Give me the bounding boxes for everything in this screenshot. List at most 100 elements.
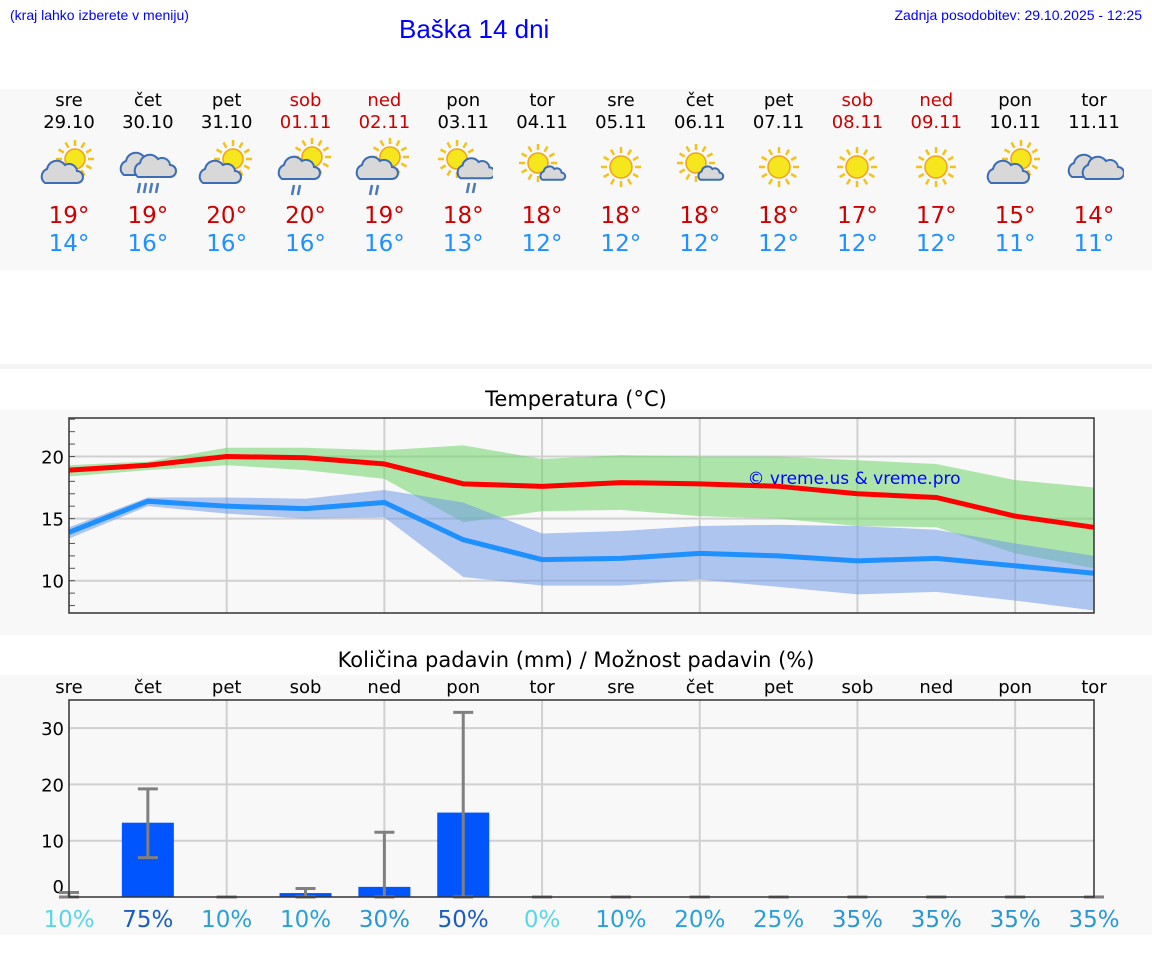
day-column: ned 02.11 19° 16° bbox=[344, 89, 424, 257]
max-temperature-line bbox=[68, 454, 1095, 530]
weather-partly-cloudy-light-rain-icon bbox=[277, 138, 331, 196]
weather-sun-icon bbox=[600, 147, 641, 187]
day-name: pon bbox=[446, 90, 481, 111]
day-column: čet 06.11 18° 12° bbox=[660, 89, 740, 257]
max-temperature: 14° bbox=[1073, 203, 1115, 229]
divider bbox=[0, 364, 1152, 369]
day-name: ned bbox=[919, 90, 954, 111]
x-category-label: tor bbox=[1081, 677, 1107, 698]
precipitation-probability: 25% bbox=[753, 907, 804, 933]
temperature-chart-panel: 10 15 20 © vreme.us & vreme.pro bbox=[0, 410, 1152, 635]
cloud-icon bbox=[356, 155, 400, 180]
sun-icon bbox=[916, 147, 957, 187]
min-temperature: 16° bbox=[363, 231, 405, 257]
cloud-icon bbox=[133, 153, 177, 178]
min-temperature: 12° bbox=[758, 231, 799, 257]
day-column: tor 04.11 18° 12° bbox=[502, 89, 582, 257]
min-temperature: 12° bbox=[915, 231, 957, 257]
min-temperature: 11° bbox=[994, 231, 1036, 257]
max-temperature: 18° bbox=[600, 203, 642, 229]
max-temperature: 17° bbox=[915, 203, 957, 229]
cloud-icon bbox=[1081, 155, 1125, 180]
day-date: 01.11 bbox=[279, 112, 332, 133]
min-temperature: 12° bbox=[837, 231, 878, 257]
precipitation-probability: 75% bbox=[122, 907, 173, 933]
temperature-chart-title: Temperatura (°C) bbox=[485, 387, 667, 411]
rain-icon bbox=[136, 182, 160, 194]
sun-icon bbox=[600, 147, 641, 187]
day-name: pon bbox=[998, 90, 1033, 111]
cloud-icon bbox=[40, 159, 84, 184]
max-temperature: 18° bbox=[758, 203, 799, 229]
min-temperature: 12° bbox=[521, 231, 563, 257]
rain-icon bbox=[369, 184, 380, 196]
day-name: sob bbox=[841, 90, 874, 111]
max-temperature: 20° bbox=[206, 203, 248, 229]
precipitation-probability: 10% bbox=[595, 907, 646, 933]
precipitation-probability: 20% bbox=[674, 907, 725, 933]
y-tick-label: 10 bbox=[41, 832, 64, 853]
day-name: čet bbox=[133, 90, 162, 111]
day-date: 31.10 bbox=[200, 112, 253, 133]
precipitation-probability: 0% bbox=[524, 907, 561, 933]
precipitation-chart-panel: 0 10 20 30 sre 10% čet 75% pet 10% sob 10% ned 30% pon… bbox=[0, 675, 1152, 935]
x-category-label: sob bbox=[842, 677, 874, 698]
max-temperature: 20° bbox=[285, 203, 326, 229]
x-category-label: sre bbox=[607, 677, 634, 698]
precipitation-probability: 35% bbox=[832, 907, 883, 933]
day-date: 03.11 bbox=[437, 112, 489, 133]
day-name: pet bbox=[211, 90, 242, 111]
max-temperature: 17° bbox=[837, 203, 878, 229]
x-category-label: sob bbox=[290, 677, 322, 698]
day-column: pet 31.10 20° 16° bbox=[187, 89, 267, 257]
cloud-icon bbox=[198, 159, 242, 184]
precipitation-probability: 35% bbox=[911, 907, 962, 933]
sun-icon bbox=[519, 144, 558, 182]
max-temperature: 19° bbox=[48, 203, 90, 229]
x-category-label: čet bbox=[686, 677, 714, 698]
precipitation-probability: 50% bbox=[438, 907, 489, 933]
x-category-label: pet bbox=[212, 677, 242, 698]
cloud-icon bbox=[986, 159, 1031, 184]
day-date: 07.11 bbox=[752, 112, 805, 133]
day-column: tor 11.11 14° 11° bbox=[1054, 89, 1134, 257]
min-temperature: 14° bbox=[48, 231, 90, 257]
max-temperature: 18° bbox=[521, 203, 563, 229]
x-category-label: ned bbox=[919, 677, 953, 698]
day-column: pet 07.11 18° 12° bbox=[739, 89, 819, 257]
y-tick-label: 20 bbox=[41, 775, 64, 796]
max-temperature-range-band bbox=[69, 445, 1094, 569]
day-date: 06.11 bbox=[674, 112, 726, 133]
precipitation-probability: 35% bbox=[1068, 907, 1119, 933]
weather-partly-cloudy-light-rain-icon bbox=[356, 138, 410, 196]
max-temperature: 19° bbox=[363, 203, 405, 229]
day-date: 08.11 bbox=[831, 112, 884, 133]
x-category-label: ned bbox=[367, 677, 401, 698]
day-date: 30.10 bbox=[122, 112, 174, 133]
day-column: čet 30.10 19° 16° bbox=[108, 89, 188, 257]
precipitation-probability: 10% bbox=[201, 907, 252, 933]
day-name: čet bbox=[685, 90, 714, 111]
min-temperature-range-band bbox=[69, 490, 1094, 611]
max-temperature: 18° bbox=[679, 203, 721, 229]
sun-icon bbox=[758, 147, 799, 187]
min-temperature: 12° bbox=[679, 231, 721, 257]
weather-partly-cloudy-icon bbox=[986, 140, 1041, 184]
cloud-icon bbox=[277, 155, 321, 180]
precipitation-chart-title: Količina padavin (mm) / Možnost padavin … bbox=[337, 648, 815, 672]
weather-sun-icon bbox=[758, 147, 799, 187]
day-column: sre 29.10 19° 14° bbox=[29, 89, 109, 257]
watermark: © vreme.us & vreme.pro bbox=[747, 469, 960, 489]
min-temperature: 13° bbox=[442, 231, 484, 257]
daily-forecast-strip: sre 29.10 19° 14° čet 30.10 19° 16° pet 31… bbox=[0, 89, 1152, 270]
weather-cloudy-rain-icon bbox=[119, 151, 177, 194]
precipitation-probability: 10% bbox=[43, 907, 94, 933]
cloud-icon bbox=[539, 165, 567, 181]
x-category-label: pon bbox=[446, 677, 480, 698]
weather-sun-icon bbox=[837, 147, 878, 187]
day-date: 11.11 bbox=[1068, 112, 1120, 133]
day-name: sre bbox=[607, 90, 635, 111]
temperature-chart: 10 15 20 © vreme.us & vreme.pro bbox=[41, 417, 1095, 614]
y-tick-label: 0 bbox=[53, 877, 64, 898]
day-name: sob bbox=[289, 90, 322, 111]
